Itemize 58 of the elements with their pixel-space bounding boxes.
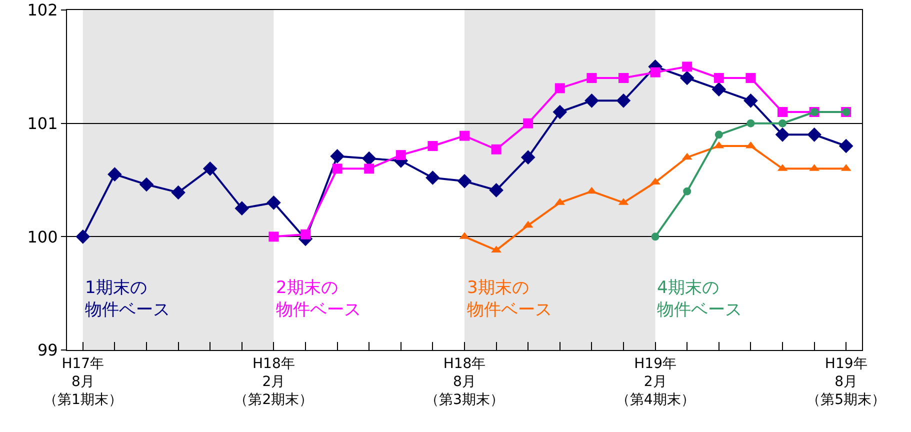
- point: [460, 130, 470, 141]
- point: [520, 150, 536, 164]
- point: [426, 170, 440, 185]
- point: [76, 230, 90, 244]
- point: [838, 138, 854, 154]
- point: [586, 186, 597, 194]
- point: [744, 94, 758, 108]
- point: [139, 177, 154, 192]
- y-tick-label: 100: [27, 227, 58, 246]
- y-tick-label: 102: [27, 0, 58, 20]
- point: [523, 118, 534, 128]
- annotation: 1期末の物件ベース: [85, 278, 170, 320]
- point: [586, 73, 597, 83]
- annotation: 3期末の物件ベース: [467, 278, 552, 320]
- point: [552, 104, 568, 120]
- point: [650, 67, 660, 78]
- point: [616, 94, 631, 108]
- x-tick-label: H18年8月（第3期末）: [425, 356, 504, 408]
- point: [396, 150, 406, 160]
- point: [330, 149, 344, 164]
- x-tick-label: H19年8月（第5期末）: [806, 356, 886, 408]
- point: [268, 232, 279, 242]
- point: [650, 178, 660, 185]
- annotation: 2期末の物件ベース: [276, 278, 361, 320]
- point: [714, 130, 723, 139]
- point: [680, 70, 694, 86]
- point: [364, 164, 374, 174]
- point: [618, 73, 628, 83]
- point: [651, 232, 660, 241]
- point: [202, 162, 218, 176]
- point: [746, 119, 755, 128]
- point: [489, 183, 504, 198]
- point: [491, 246, 502, 253]
- point: [362, 151, 376, 166]
- annotation: 4期末の物件ベース: [657, 278, 742, 320]
- point: [491, 144, 502, 154]
- point: [682, 62, 692, 72]
- point: [683, 187, 692, 196]
- point: [108, 167, 122, 182]
- point: [712, 82, 726, 96]
- point: [554, 83, 565, 94]
- point: [300, 229, 310, 240]
- x-tick-label: H18年2月（第2期末）: [234, 356, 314, 408]
- x-tick-label: H19年2月（第4期末）: [616, 356, 695, 408]
- point: [714, 73, 724, 83]
- point: [171, 185, 186, 200]
- point: [266, 196, 281, 210]
- point: [457, 174, 472, 188]
- point: [234, 201, 250, 216]
- point: [775, 128, 790, 142]
- point: [332, 164, 342, 174]
- point: [584, 94, 599, 108]
- y-tick-label: 101: [27, 114, 58, 133]
- point: [746, 73, 756, 83]
- point: [778, 119, 786, 128]
- point: [807, 128, 822, 142]
- point: [428, 141, 438, 151]
- point: [778, 107, 788, 117]
